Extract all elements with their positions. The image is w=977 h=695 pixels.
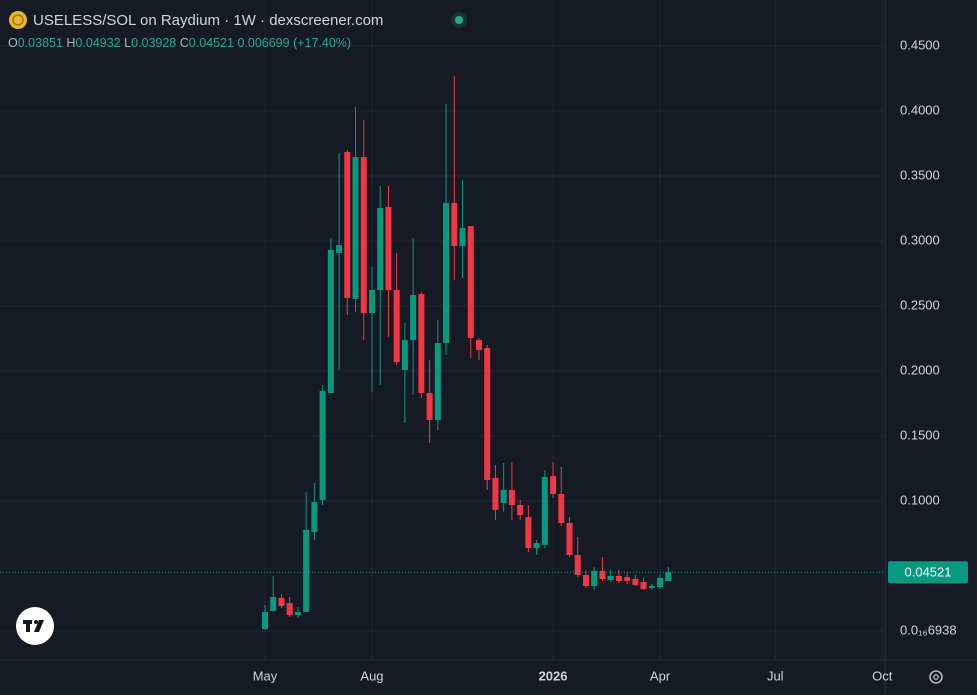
candle-body [607,576,614,581]
candle-body [599,570,606,580]
ohlc-key: O [8,36,18,50]
candle-body [525,517,532,549]
chart-title: USELESS/SOL on Raydium · 1W · dexscreene… [33,12,383,29]
x-tick-label: May [253,668,278,683]
x-tick-label: Aug [360,668,383,683]
ohlc-key: L [124,36,131,50]
x-tick-label: Oct [872,668,893,683]
candle-body [401,340,408,370]
x-tick-label: Apr [650,668,671,683]
candle-body [574,554,581,575]
candle-body [582,574,589,587]
candle-body [665,572,672,581]
candle-body [327,249,334,393]
candle-body [508,489,515,506]
ohlc-value: 0.04932 [75,36,120,50]
y-tick-label: 0.4500 [900,37,940,52]
candle-body [418,294,425,393]
candle-body [385,206,392,291]
x-tick-label: Jul [767,668,784,683]
candle-body [459,228,466,246]
candle-body [541,476,548,545]
ohlc-value: 0.03851 [18,36,63,50]
candle-body [360,157,367,314]
candle-body [319,391,326,500]
candle-body [303,530,310,613]
y-tick-label: 0.3000 [900,232,940,247]
candle-body [393,290,400,363]
candle-body [377,207,384,291]
candle-body [533,543,540,549]
candle-body [368,290,375,314]
candle-body [484,348,491,480]
token-icon [9,11,27,29]
candle-body [624,577,631,581]
candle-body [286,603,293,616]
candle-body [500,489,507,503]
candle-body [492,478,499,510]
ohlc-key: H [66,36,75,50]
ohlc-value: 0.04521 [189,36,234,50]
grid [0,0,885,660]
candle-body [475,340,482,350]
candle-body [615,576,622,581]
status-dot [455,16,463,24]
candle-body [262,612,268,630]
candle-body [434,343,441,421]
candle-body [632,579,639,585]
ohlc-legend: O0.03851 H0.04932 L0.03928 C0.04521 0.00… [8,36,351,50]
last-price-box [888,561,968,584]
candle-body [294,612,301,616]
candle-body [410,294,417,341]
last-price-label: 0.04521 [905,565,952,580]
candle-body [566,522,573,555]
candle-body [336,245,343,253]
y-tick-label: 0.1000 [900,492,940,507]
candle-body [451,203,458,246]
y-tick-label: 0.0₁₆6938 [900,622,957,637]
y-tick-label: 0.2000 [900,362,940,377]
ohlc-key: C [180,36,189,50]
candle-body [344,151,351,298]
settings-icon[interactable] [929,670,943,684]
y-tick-label: 0.3500 [900,167,940,182]
candle-body [311,502,318,532]
ohlc-value: 0.03928 [131,36,176,50]
change-percent: (+17.40%) [293,36,351,50]
candle-body [591,570,598,587]
candle-body [270,596,277,611]
candle-body [640,582,647,590]
candle-body [467,226,474,338]
candle-body [648,586,655,588]
candle-body [550,476,557,494]
candle-body [517,505,524,516]
candle-body [443,203,450,344]
candles [262,76,672,630]
candle-body [426,392,433,421]
y-tick-label: 0.4000 [900,102,940,117]
y-tick-label: 0.1500 [900,427,940,442]
tv-logo[interactable] [16,607,54,645]
candle-body [657,577,664,588]
candle-body [352,157,359,299]
x-tick-label: 2026 [539,668,568,683]
y-tick-label: 0.2500 [900,297,940,312]
candle-body [278,597,285,607]
token-icon-inner [12,14,24,26]
candle-body [558,493,565,523]
change: 0.006699 [237,36,289,50]
